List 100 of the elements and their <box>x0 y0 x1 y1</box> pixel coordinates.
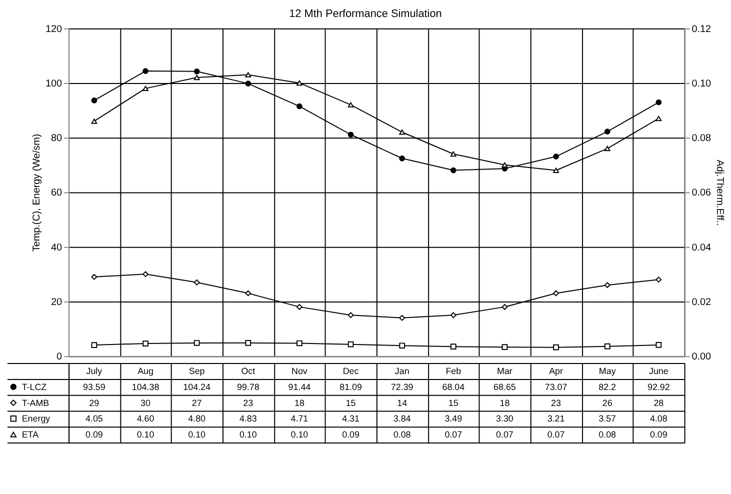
y2-tick-label: 0.12 <box>692 24 712 35</box>
y-tick-label: 120 <box>46 24 63 35</box>
data-label: 82.2 <box>598 382 616 392</box>
point <box>245 290 252 296</box>
y2-axis-title: Adj.Therm.Eff.. <box>714 160 726 226</box>
y-tick-label: 60 <box>51 188 63 199</box>
data-label: 14 <box>397 398 408 408</box>
data-label: 99.78 <box>236 382 260 392</box>
data-label: 0.09 <box>86 430 103 440</box>
point <box>502 344 508 350</box>
point <box>142 68 148 74</box>
point <box>194 68 200 74</box>
point <box>502 304 508 310</box>
data-label: 18 <box>500 398 510 408</box>
data-label: 4.31 <box>342 414 360 424</box>
y2-tick-label: 0.04 <box>692 242 712 254</box>
data-label: 3.49 <box>444 414 462 424</box>
point <box>245 80 252 87</box>
data-label: 91.44 <box>288 382 311 392</box>
data-label: 26 <box>602 398 612 408</box>
data-label: 28 <box>654 398 664 408</box>
legend-label: ETA <box>22 430 39 440</box>
data-label: 0.07 <box>444 430 462 440</box>
data-label: 0.08 <box>393 430 411 440</box>
point <box>91 98 98 104</box>
point <box>399 314 406 321</box>
point <box>450 312 456 318</box>
point <box>348 312 354 318</box>
data-label: 0.10 <box>290 430 308 440</box>
point <box>450 167 456 174</box>
point <box>245 340 252 346</box>
point <box>91 118 98 124</box>
chart-title: 12 Mth Performance Simulation <box>289 8 442 20</box>
point <box>553 290 559 296</box>
y2-tick-label: 0.02 <box>692 296 712 308</box>
y-tick-label: 0 <box>56 352 63 363</box>
data-label: 93.59 <box>83 382 106 392</box>
x-tick-label: June <box>648 366 668 376</box>
x-tick-label: Dec <box>342 366 360 376</box>
point <box>604 282 610 288</box>
legend-label: T-LCZ <box>22 382 48 392</box>
point <box>296 80 302 86</box>
x-tick-label: Oct <box>241 366 256 376</box>
data-label: 0.07 <box>496 430 514 440</box>
data-label: 0.10 <box>188 430 206 440</box>
data-label: 0.07 <box>547 430 565 440</box>
data-label: 15 <box>346 398 356 408</box>
data-label: 4.71 <box>290 414 308 424</box>
point <box>91 342 98 348</box>
data-label: 0.08 <box>598 430 616 440</box>
point <box>604 128 610 135</box>
data-label: 68.04 <box>442 382 465 392</box>
point <box>656 342 662 348</box>
data-label: 4.80 <box>188 414 206 424</box>
data-label: 4.08 <box>650 414 668 424</box>
point <box>553 344 559 350</box>
data-label: 81.09 <box>340 382 362 392</box>
x-tick-label: Jan <box>394 366 410 376</box>
x-tick-label: Mar <box>497 366 512 376</box>
point <box>348 341 354 348</box>
point <box>399 342 406 349</box>
data-label: 73.07 <box>544 382 568 392</box>
data-label: 3.57 <box>598 414 616 424</box>
data-label: 0.10 <box>239 430 257 440</box>
point <box>194 74 200 80</box>
data-label: 27 <box>192 398 202 408</box>
data-label: 30 <box>140 398 150 408</box>
point <box>91 274 98 280</box>
y-tick-label: 40 <box>51 242 63 254</box>
data-label: 18 <box>294 398 304 408</box>
point <box>604 343 610 350</box>
data-label: 23 <box>551 398 562 408</box>
data-label: 3.21 <box>547 414 565 424</box>
y-tick-label: 100 <box>46 78 63 90</box>
point <box>502 162 508 168</box>
y-tick-label: 20 <box>51 296 63 308</box>
x-tick-label: Sep <box>188 366 205 376</box>
data-label: 68.65 <box>494 382 516 392</box>
point <box>553 168 559 173</box>
data-label: 3.84 <box>393 414 411 424</box>
point <box>450 344 456 350</box>
point <box>450 151 456 157</box>
y-tick-label: 80 <box>51 133 63 144</box>
point <box>348 102 354 108</box>
data-label: 4.05 <box>86 414 103 424</box>
data-label: 0.10 <box>136 430 154 440</box>
point <box>399 155 406 162</box>
point <box>296 304 302 310</box>
legend-label: T-AMB <box>22 398 50 408</box>
x-tick-label: May <box>598 366 616 376</box>
point <box>142 340 148 346</box>
point <box>604 146 610 152</box>
x-tick-label: Apr <box>549 366 563 376</box>
data-label: 72.39 <box>390 382 414 392</box>
point <box>142 271 148 278</box>
data-label: 29 <box>89 398 100 408</box>
data-label: 4.60 <box>136 414 154 424</box>
data-label: 23 <box>243 398 254 408</box>
x-tick-label: Feb <box>446 366 462 376</box>
x-tick-label: Aug <box>138 366 154 376</box>
